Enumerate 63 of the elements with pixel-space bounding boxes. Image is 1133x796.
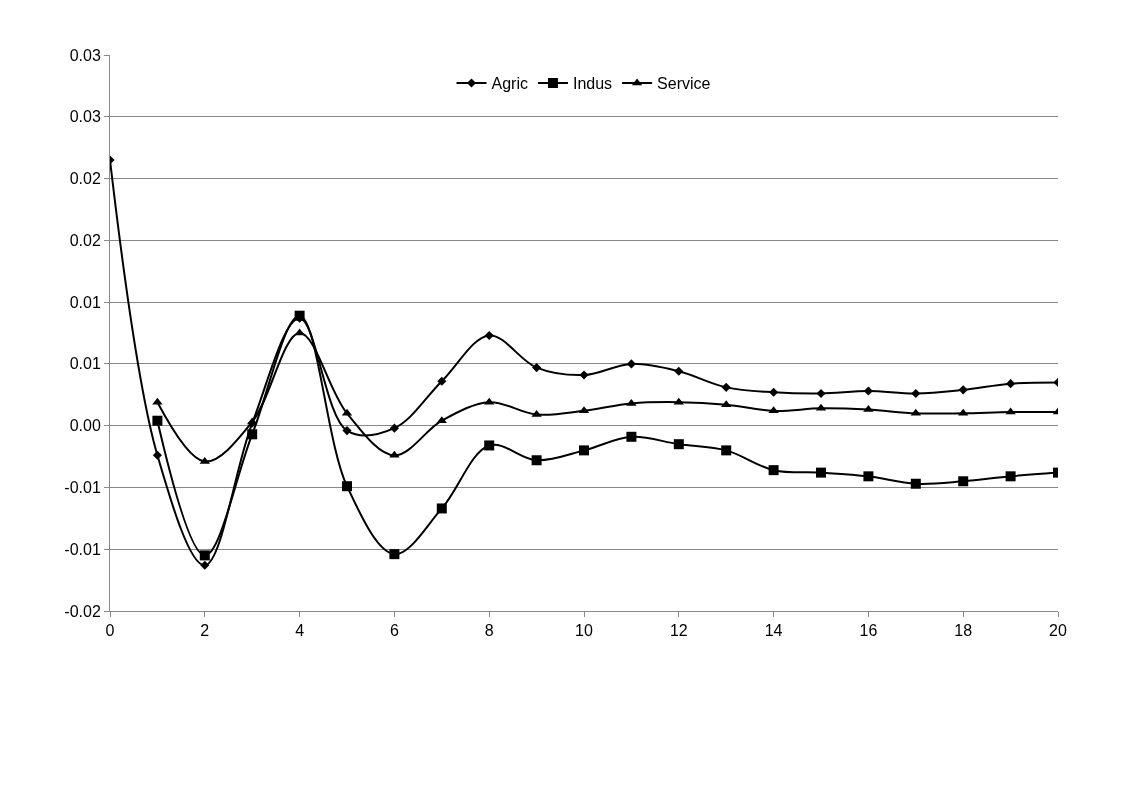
x-tick-label: 0 [105, 622, 115, 640]
point [910, 408, 921, 416]
x-tick-label: 2 [200, 622, 210, 640]
y-tick-label: 0.03 [69, 46, 101, 64]
point [910, 478, 921, 489]
point [673, 439, 684, 450]
point [579, 445, 589, 456]
point [769, 387, 779, 397]
point [863, 471, 874, 482]
point [152, 450, 162, 460]
point [674, 366, 684, 376]
point [389, 423, 399, 433]
y-tick-label: 0.01 [69, 355, 101, 373]
x-tick-label: 20 [1049, 622, 1067, 640]
point [958, 408, 969, 416]
x-tick-label: 6 [389, 622, 399, 640]
point [958, 385, 968, 395]
point [958, 476, 969, 487]
y-tick-label: 0.03 [69, 108, 101, 126]
point [721, 445, 732, 456]
y-tick-label: 0.02 [69, 231, 101, 249]
point [626, 359, 636, 369]
x-tick-label: 4 [295, 622, 305, 640]
point [1005, 471, 1016, 482]
x-tick-label: 8 [484, 622, 494, 640]
point [436, 503, 447, 514]
point [389, 549, 400, 560]
point [484, 330, 494, 341]
point [531, 455, 542, 466]
point [152, 415, 163, 426]
point [911, 388, 921, 399]
x-tick-label: 10 [575, 622, 593, 640]
point [484, 440, 495, 451]
y-tick-label: 0.00 [69, 417, 101, 435]
x-tick-label: 14 [764, 622, 783, 640]
y-tick-label: -0.02 [64, 602, 101, 620]
x-tick-label: 16 [859, 622, 878, 640]
y-tick-label: 0.01 [69, 293, 101, 311]
point [342, 426, 352, 436]
point [626, 431, 637, 442]
legend-label: Agric [491, 75, 528, 93]
point [342, 481, 352, 492]
legend-label: Indus [572, 75, 613, 93]
point [768, 465, 779, 476]
legend-label: Service [657, 75, 711, 93]
point [532, 363, 542, 373]
point [626, 398, 637, 406]
point [768, 406, 779, 414]
point [579, 370, 589, 380]
point [816, 467, 826, 478]
x-tick-label: 12 [669, 622, 688, 640]
point [721, 382, 731, 392]
x-tick-label: 18 [954, 622, 973, 640]
point [1006, 379, 1016, 389]
y-tick-label: -0.01 [64, 540, 101, 558]
y-tick-label: 0.02 [69, 170, 101, 188]
y-tick-label: -0.01 [64, 479, 101, 497]
point [437, 376, 447, 386]
point [389, 450, 400, 458]
point [816, 388, 826, 399]
point [200, 560, 210, 570]
point [199, 550, 210, 561]
point [863, 386, 873, 396]
